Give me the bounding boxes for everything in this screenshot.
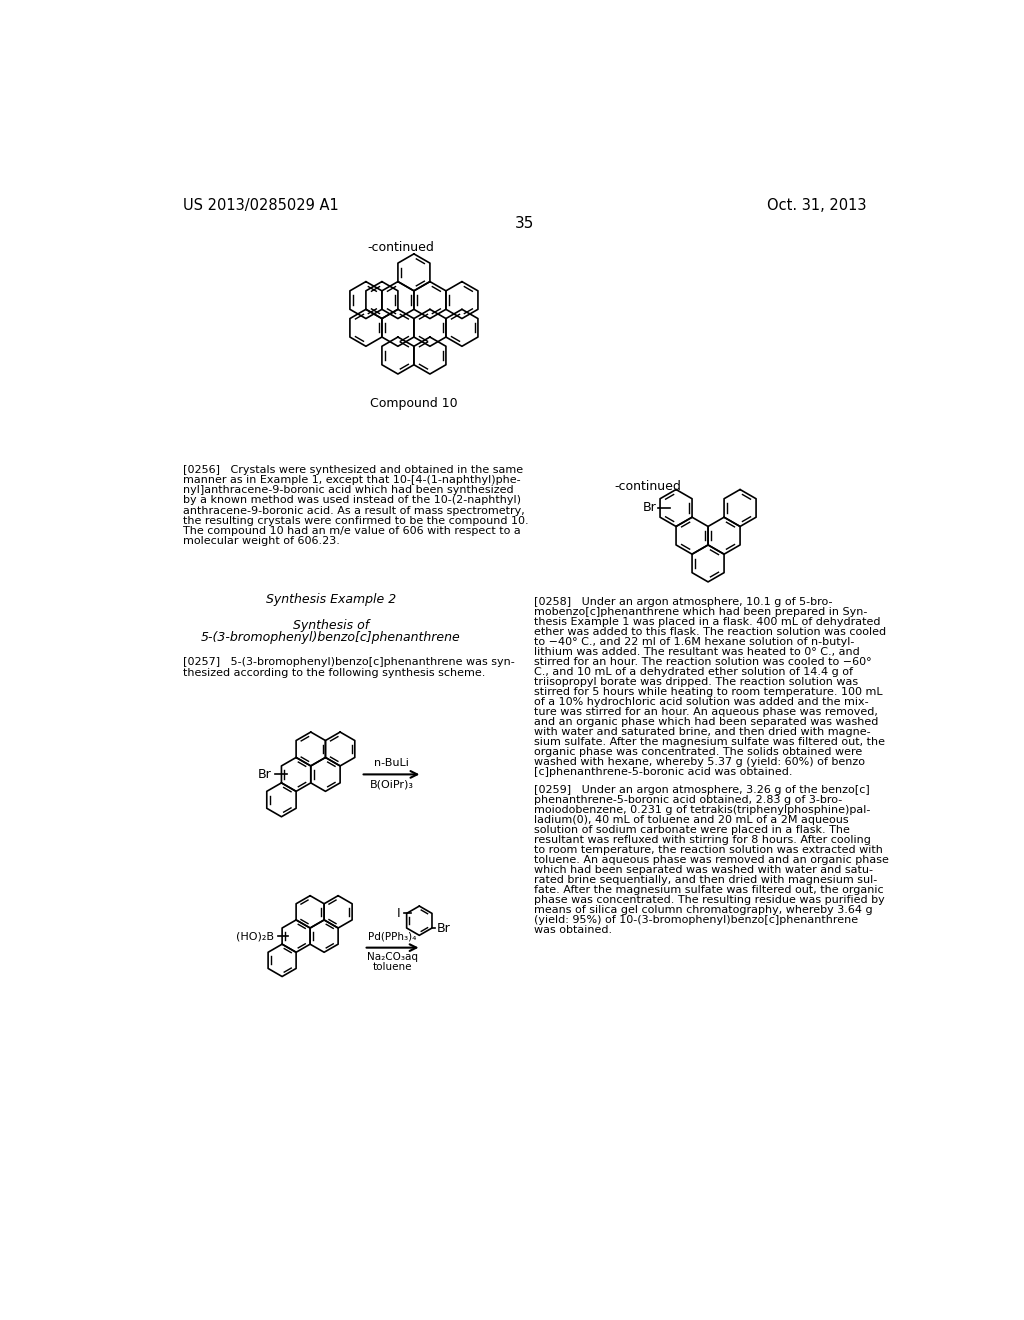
Text: stirred for an hour. The reaction solution was cooled to −60°: stirred for an hour. The reaction soluti… bbox=[535, 657, 871, 668]
Text: Br: Br bbox=[258, 768, 271, 781]
Text: with water and saturated brine, and then dried with magne-: with water and saturated brine, and then… bbox=[535, 727, 870, 738]
Text: [c]phenanthrene-5-boronic acid was obtained.: [c]phenanthrene-5-boronic acid was obtai… bbox=[535, 767, 793, 777]
Text: -continued: -continued bbox=[368, 240, 434, 253]
Text: which had been separated was washed with water and satu-: which had been separated was washed with… bbox=[535, 866, 873, 875]
Text: resultant was refluxed with stirring for 8 hours. After cooling: resultant was refluxed with stirring for… bbox=[535, 836, 871, 845]
Text: -continued: -continued bbox=[614, 480, 681, 494]
Text: Synthesis Example 2: Synthesis Example 2 bbox=[265, 594, 396, 606]
Text: triisopropyl borate was dripped. The reaction solution was: triisopropyl borate was dripped. The rea… bbox=[535, 677, 858, 688]
Text: solution of sodium carbonate were placed in a flask. The: solution of sodium carbonate were placed… bbox=[535, 825, 850, 836]
Text: rated brine sequentially, and then dried with magnesium sul-: rated brine sequentially, and then dried… bbox=[535, 875, 878, 886]
Text: I: I bbox=[396, 907, 400, 920]
Text: Oct. 31, 2013: Oct. 31, 2013 bbox=[767, 198, 866, 214]
Text: [0256]   Crystals were synthesized and obtained in the same: [0256] Crystals were synthesized and obt… bbox=[183, 465, 523, 475]
Text: B(OiPr)₃: B(OiPr)₃ bbox=[370, 779, 414, 789]
Text: toluene. An aqueous phase was removed and an organic phase: toluene. An aqueous phase was removed an… bbox=[535, 855, 889, 865]
Text: Br: Br bbox=[436, 921, 451, 935]
Text: thesis Example 1 was placed in a flask. 400 mL of dehydrated: thesis Example 1 was placed in a flask. … bbox=[535, 618, 881, 627]
Text: Compound 10: Compound 10 bbox=[370, 397, 458, 411]
Text: organic phase was concentrated. The solids obtained were: organic phase was concentrated. The soli… bbox=[535, 747, 862, 758]
Text: US 2013/0285029 A1: US 2013/0285029 A1 bbox=[183, 198, 339, 214]
Text: lithium was added. The resultant was heated to 0° C., and: lithium was added. The resultant was hea… bbox=[535, 647, 860, 657]
Text: phase was concentrated. The resulting residue was purified by: phase was concentrated. The resulting re… bbox=[535, 895, 885, 906]
Text: by a known method was used instead of the 10-(2-naphthyl): by a known method was used instead of th… bbox=[183, 495, 521, 506]
Text: and an organic phase which had been separated was washed: and an organic phase which had been sepa… bbox=[535, 718, 879, 727]
Text: nyl]anthracene-9-boronic acid which had been synthesized: nyl]anthracene-9-boronic acid which had … bbox=[183, 486, 514, 495]
Text: washed with hexane, whereby 5.37 g (yield: 60%) of benzo: washed with hexane, whereby 5.37 g (yiel… bbox=[535, 758, 865, 767]
Text: thesized according to the following synthesis scheme.: thesized according to the following synt… bbox=[183, 668, 485, 677]
Text: [0258]   Under an argon atmosphere, 10.1 g of 5-bro-: [0258] Under an argon atmosphere, 10.1 g… bbox=[535, 598, 833, 607]
Text: manner as in Example 1, except that 10-[4-(1-naphthyl)phe-: manner as in Example 1, except that 10-[… bbox=[183, 475, 520, 484]
Text: means of silica gel column chromatography, whereby 3.64 g: means of silica gel column chromatograph… bbox=[535, 906, 872, 915]
Text: [0259]   Under an argon atmosphere, 3.26 g of the benzo[c]: [0259] Under an argon atmosphere, 3.26 g… bbox=[535, 785, 869, 795]
Text: fate. After the magnesium sulfate was filtered out, the organic: fate. After the magnesium sulfate was fi… bbox=[535, 886, 884, 895]
Text: n-BuLi: n-BuLi bbox=[374, 758, 409, 768]
Text: anthracene-9-boronic acid. As a result of mass spectrometry,: anthracene-9-boronic acid. As a result o… bbox=[183, 506, 524, 516]
Text: the resulting crystals were confirmed to be the compound 10.: the resulting crystals were confirmed to… bbox=[183, 516, 528, 525]
Text: Br: Br bbox=[642, 502, 656, 515]
Text: mobenzo[c]phenanthrene which had been prepared in Syn-: mobenzo[c]phenanthrene which had been pr… bbox=[535, 607, 867, 618]
Text: 35: 35 bbox=[515, 216, 535, 231]
Text: ether was added to this flask. The reaction solution was cooled: ether was added to this flask. The react… bbox=[535, 627, 886, 638]
Text: phenanthrene-5-boronic acid obtained, 2.83 g of 3-bro-: phenanthrene-5-boronic acid obtained, 2.… bbox=[535, 795, 843, 805]
Text: 5-(3-bromophenyl)benzo[c]phenanthrene: 5-(3-bromophenyl)benzo[c]phenanthrene bbox=[201, 631, 461, 644]
Text: sium sulfate. After the magnesium sulfate was filtered out, the: sium sulfate. After the magnesium sulfat… bbox=[535, 738, 885, 747]
Text: The compound 10 had an m/e value of 606 with respect to a: The compound 10 had an m/e value of 606 … bbox=[183, 525, 520, 536]
Text: stirred for 5 hours while heating to room temperature. 100 mL: stirred for 5 hours while heating to roo… bbox=[535, 688, 883, 697]
Text: to −40° C., and 22 ml of 1.6M hexane solution of n-butyl-: to −40° C., and 22 ml of 1.6M hexane sol… bbox=[535, 638, 854, 647]
Text: C., and 10 mL of a dehydrated ether solution of 14.4 g of: C., and 10 mL of a dehydrated ether solu… bbox=[535, 668, 853, 677]
Text: [0257]   5-(3-bromophenyl)benzo[c]phenanthrene was syn-: [0257] 5-(3-bromophenyl)benzo[c]phenanth… bbox=[183, 657, 515, 668]
Text: was obtained.: was obtained. bbox=[535, 925, 612, 936]
Text: Synthesis of: Synthesis of bbox=[293, 619, 369, 632]
Text: Na₂CO₃aq: Na₂CO₃aq bbox=[367, 952, 418, 962]
Text: to room temperature, the reaction solution was extracted with: to room temperature, the reaction soluti… bbox=[535, 845, 883, 855]
Text: moiodobenzene, 0.231 g of tetrakis(triphenylphosphine)pal-: moiodobenzene, 0.231 g of tetrakis(triph… bbox=[535, 805, 870, 816]
Text: ladium(0), 40 mL of toluene and 20 mL of a 2M aqueous: ladium(0), 40 mL of toluene and 20 mL of… bbox=[535, 816, 849, 825]
Text: (HO)₂B: (HO)₂B bbox=[236, 931, 273, 941]
Text: (yield: 95%) of 10-(3-bromophenyl)benzo[c]phenanthrene: (yield: 95%) of 10-(3-bromophenyl)benzo[… bbox=[535, 915, 858, 925]
Text: molecular weight of 606.23.: molecular weight of 606.23. bbox=[183, 536, 340, 546]
Text: toluene: toluene bbox=[373, 962, 413, 973]
Text: of a 10% hydrochloric acid solution was added and the mix-: of a 10% hydrochloric acid solution was … bbox=[535, 697, 868, 708]
Text: ture was stirred for an hour. An aqueous phase was removed,: ture was stirred for an hour. An aqueous… bbox=[535, 708, 878, 717]
Text: Pd(PPh₃)₄: Pd(PPh₃)₄ bbox=[369, 932, 417, 941]
